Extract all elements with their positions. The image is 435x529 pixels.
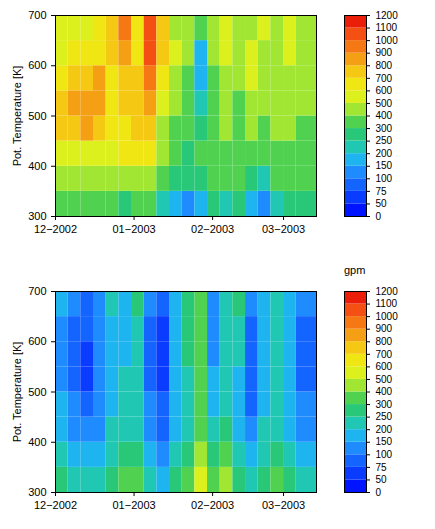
svg-text:900: 900 — [376, 323, 393, 334]
svg-text:1000: 1000 — [376, 35, 399, 46]
svg-text:1000: 1000 — [376, 311, 399, 322]
svg-text:75: 75 — [376, 186, 388, 197]
svg-text:800: 800 — [376, 60, 393, 71]
svg-text:300: 300 — [28, 486, 46, 498]
svg-text:600: 600 — [28, 335, 46, 347]
svg-text:01−2003: 01−2003 — [112, 223, 155, 235]
svg-text:50: 50 — [376, 198, 388, 209]
svg-text:75: 75 — [376, 462, 388, 473]
svg-text:02−2003: 02−2003 — [191, 499, 234, 511]
svg-text:1100: 1100 — [376, 22, 398, 33]
svg-text:1200: 1200 — [376, 10, 399, 21]
svg-text:600: 600 — [376, 85, 393, 96]
svg-text:700: 700 — [376, 73, 393, 84]
svg-text:600: 600 — [376, 361, 393, 372]
svg-text:0: 0 — [376, 211, 382, 222]
svg-text:400: 400 — [376, 386, 393, 397]
svg-text:03−2003: 03−2003 — [262, 223, 305, 235]
svg-text:1100: 1100 — [376, 298, 398, 309]
svg-text:250: 250 — [376, 135, 393, 146]
svg-text:Pot. Temperature [K]: Pot. Temperature [K] — [11, 342, 23, 443]
svg-text:200: 200 — [376, 148, 393, 159]
svg-text:600: 600 — [28, 59, 46, 71]
svg-text:50: 50 — [376, 474, 388, 485]
svg-text:400: 400 — [28, 160, 46, 172]
svg-text:300: 300 — [28, 210, 46, 222]
html-text:gpm: gpm — [344, 264, 366, 276]
svg-text:100: 100 — [376, 449, 393, 460]
svg-text:500: 500 — [28, 386, 46, 398]
svg-text:300: 300 — [376, 399, 393, 410]
svg-text:800: 800 — [376, 336, 393, 347]
svg-text:01−2003: 01−2003 — [112, 499, 155, 511]
svg-text:12−2002: 12−2002 — [34, 499, 77, 511]
svg-text:700: 700 — [376, 349, 393, 360]
svg-text:500: 500 — [376, 98, 393, 109]
svg-text:700: 700 — [28, 9, 46, 21]
svg-text:0: 0 — [376, 487, 382, 498]
svg-text:12−2002: 12−2002 — [34, 223, 77, 235]
svg-text:03−2003: 03−2003 — [262, 499, 305, 511]
svg-text:150: 150 — [376, 160, 393, 171]
svg-text:250: 250 — [376, 411, 393, 422]
svg-text:02−2003: 02−2003 — [191, 223, 234, 235]
svg-text:500: 500 — [28, 110, 46, 122]
svg-text:Pot. Temperature [K]: Pot. Temperature [K] — [11, 66, 23, 167]
svg-text:200: 200 — [376, 424, 393, 435]
svg-text:400: 400 — [28, 436, 46, 448]
svg-text:700: 700 — [28, 285, 46, 297]
svg-text:1200: 1200 — [376, 286, 399, 297]
svg-text:150: 150 — [376, 436, 393, 447]
svg-text:500: 500 — [376, 374, 393, 385]
svg-text:300: 300 — [376, 123, 393, 134]
svg-text:900: 900 — [376, 47, 393, 58]
svg-text:100: 100 — [376, 173, 393, 184]
svg-text:400: 400 — [376, 110, 393, 121]
